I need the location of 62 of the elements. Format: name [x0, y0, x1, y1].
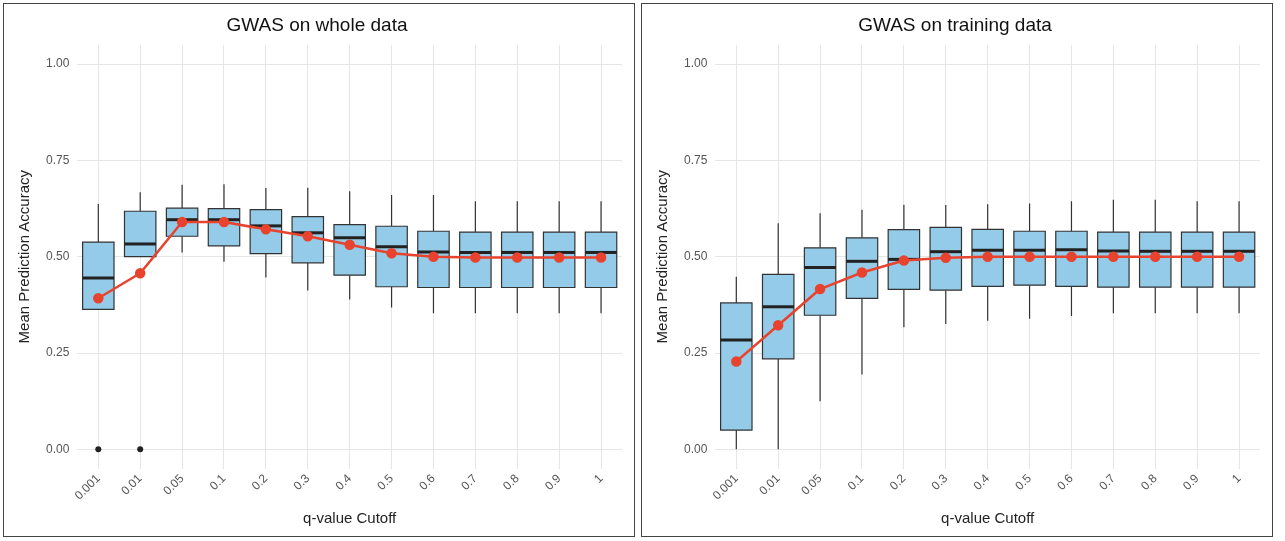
x-tick-label: 0.05: [798, 471, 825, 498]
point: [731, 356, 742, 367]
x-tick-label: 0.7: [458, 471, 481, 493]
x-tick-label: 0.2: [886, 471, 909, 493]
point: [1233, 251, 1245, 262]
chart-title: GWAS on whole data: [226, 13, 408, 35]
x-tick-label: 1: [1228, 471, 1244, 486]
x-axis-title: q-value Cutoff: [941, 509, 1036, 527]
x-tick-label: 0.3: [290, 471, 313, 493]
point: [470, 252, 481, 263]
y-tick-label: 0.00: [46, 441, 70, 456]
y-tick-label: 0.25: [46, 345, 70, 360]
x-tick-label: 0.6: [416, 471, 439, 493]
x-tick-label: 0.9: [541, 471, 564, 493]
y-tick-label: 0.25: [684, 345, 708, 360]
x-tick-label: 0.8: [1138, 471, 1160, 493]
x-tick-label: 0.1: [206, 471, 229, 493]
point: [344, 239, 355, 250]
point: [93, 293, 104, 304]
x-tick-label: 0.7: [1096, 471, 1119, 493]
y-tick-label: 0.75: [46, 152, 70, 167]
x-tick-label: 0.8: [500, 471, 522, 493]
x-axis-title: q-value Cutoff: [303, 509, 398, 527]
x-tick-label: 0.01: [756, 471, 783, 498]
y-axis-title: Mean Prediction Accuracy: [653, 169, 671, 344]
point: [898, 255, 910, 266]
x-tick-label: 0.1: [844, 471, 867, 493]
y-tick-label: 0.75: [684, 152, 708, 167]
y-tick-label: 1.00: [46, 56, 70, 71]
x-tick-label: 0.5: [1012, 471, 1035, 493]
point: [1108, 251, 1119, 262]
point: [814, 283, 826, 295]
x-tick-label: 0.3: [928, 471, 951, 493]
y-tick-label: 0.50: [684, 249, 708, 263]
point: [772, 320, 784, 331]
y-axis-title: Mean Prediction Accuracy: [15, 169, 33, 344]
x-tick-label: 0.2: [248, 471, 271, 493]
x-tick-label: 1: [590, 471, 606, 486]
point: [1024, 251, 1035, 262]
point: [1150, 251, 1161, 262]
point: [134, 268, 146, 279]
point: [940, 252, 952, 264]
point: [856, 267, 868, 278]
chart-title: GWAS on training data: [858, 13, 1053, 35]
point: [512, 252, 523, 263]
x-tick-label: 0.9: [1179, 471, 1202, 493]
point: [386, 247, 397, 259]
y-tick-label: 1.00: [684, 56, 708, 71]
y-tick-label: 0.50: [46, 249, 70, 263]
x-tick-label: 0.5: [374, 471, 397, 493]
x-tick-label: 0.4: [970, 471, 993, 493]
point: [982, 251, 993, 262]
x-tick-label: 0.6: [1054, 471, 1077, 493]
point: [595, 252, 607, 263]
y-tick-label: 0.00: [684, 441, 708, 456]
x-tick-label: 0.05: [160, 471, 187, 498]
point: [1066, 251, 1077, 262]
point: [553, 252, 565, 263]
x-tick-label: 0.01: [118, 471, 145, 498]
point: [428, 251, 439, 262]
point: [1191, 251, 1203, 262]
x-tick-label: 0.4: [332, 471, 355, 493]
